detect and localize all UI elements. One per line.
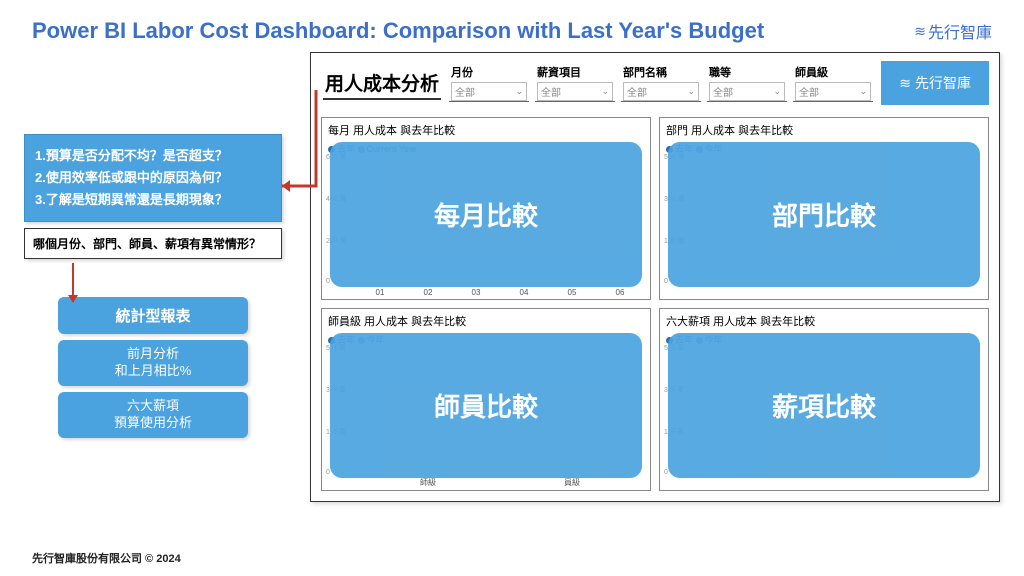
- arrow-down-icon: [72, 263, 74, 297]
- filter-0[interactable]: 月份全部⌄: [449, 64, 529, 102]
- panel-title: 用人成本分析: [323, 67, 441, 100]
- brand-button-icon: ≋: [899, 75, 911, 92]
- chevron-down-icon: ⌄: [687, 86, 695, 97]
- chart-title: 師員級 用人成本 與去年比較: [322, 309, 650, 333]
- chart-overlay-label: 薪項比較: [668, 333, 980, 478]
- filter-label: 部門名稱: [623, 64, 699, 80]
- chart-item[interactable]: 六大薪項 用人成本 與去年比較去年 今年5 千萬3 千萬1 千萬0薪項比較: [659, 308, 989, 491]
- chevron-down-icon: ⌄: [859, 86, 867, 97]
- prev-month-line2: 和上月相比%: [58, 363, 248, 380]
- report-type-button[interactable]: 統計型報表: [58, 297, 248, 334]
- filter-select[interactable]: 全部⌄: [451, 82, 527, 101]
- filter-label: 職等: [709, 64, 785, 80]
- filter-2[interactable]: 部門名稱全部⌄: [621, 64, 701, 102]
- question-3: 3.了解是短期異常還是長期現象？: [35, 189, 271, 211]
- filter-1[interactable]: 薪資項目全部⌄: [535, 64, 615, 102]
- footer-copyright: 先行智庫股份有限公司 © 2024: [32, 550, 181, 566]
- questions-box: 1.預算是否分配不均？是否超支？ 2.使用效率低或跟中的原因為何？ 3.了解是短…: [24, 134, 282, 222]
- brand-logo: ≋ 先行智庫: [914, 19, 992, 43]
- filter-3[interactable]: 職等全部⌄: [707, 64, 787, 102]
- filter-bar: 月份全部⌄薪資項目全部⌄部門名稱全部⌄職等全部⌄師員級全部⌄: [449, 64, 873, 102]
- chart-xaxis: 010203040506: [356, 288, 644, 297]
- chevron-down-icon: ⌄: [515, 86, 523, 97]
- filter-select[interactable]: 全部⌄: [537, 82, 613, 101]
- filter-label: 師員級: [795, 64, 871, 80]
- panel-header: 用人成本分析 月份全部⌄薪資項目全部⌄部門名稱全部⌄職等全部⌄師員級全部⌄ ≋ …: [311, 53, 999, 117]
- chart-dept[interactable]: 部門 用人成本 與去年比較去年 今年500 萬300 萬100 萬0部門比較: [659, 117, 989, 300]
- chevron-down-icon: ⌄: [773, 86, 781, 97]
- left-column: 1.預算是否分配不均？是否超支？ 2.使用效率低或跟中的原因為何？ 3.了解是短…: [24, 52, 294, 502]
- filter-label: 薪資項目: [537, 64, 613, 80]
- logo-text: 先行智庫: [928, 19, 992, 43]
- six-salary-line2: 預算使用分析: [58, 415, 248, 432]
- header: Power BI Labor Cost Dashboard: Compariso…: [0, 0, 1024, 52]
- question-2: 2.使用效率低或跟中的原因為何？: [35, 167, 271, 189]
- prev-month-line1: 前月分析: [58, 346, 248, 363]
- question-1: 1.預算是否分配不均？是否超支？: [35, 145, 271, 167]
- six-salary-line1: 六大薪項: [58, 398, 248, 415]
- prev-month-analysis-button[interactable]: 前月分析 和上月相比%: [58, 340, 248, 386]
- chart-title: 六大薪項 用人成本 與去年比較: [660, 309, 988, 333]
- filter-select[interactable]: 全部⌄: [709, 82, 785, 101]
- chart-title: 部門 用人成本 與去年比較: [660, 118, 988, 142]
- filter-4[interactable]: 師員級全部⌄: [793, 64, 873, 102]
- chart-monthly[interactable]: 每月 用人成本 與去年比較去年 Current Year600 萬400 萬20…: [321, 117, 651, 300]
- brand-button-label: 先行智庫: [915, 73, 971, 93]
- filter-label: 月份: [451, 64, 527, 80]
- logo-icon: ≋: [914, 23, 924, 40]
- filter-select[interactable]: 全部⌄: [795, 82, 871, 101]
- sub-question-box: 哪個月份、部門、師員、薪項有異常情形？: [24, 228, 282, 259]
- chevron-down-icon: ⌄: [601, 86, 609, 97]
- chart-overlay-label: 師員比較: [330, 333, 642, 478]
- filter-select[interactable]: 全部⌄: [623, 82, 699, 101]
- chart-title: 每月 用人成本 與去年比較: [322, 118, 650, 142]
- main-layout: 1.預算是否分配不均？是否超支？ 2.使用效率低或跟中的原因為何？ 3.了解是短…: [0, 52, 1024, 502]
- page-title: Power BI Labor Cost Dashboard: Compariso…: [32, 18, 764, 44]
- chart-overlay-label: 部門比較: [668, 142, 980, 287]
- dashboard-panel: 用人成本分析 月份全部⌄薪資項目全部⌄部門名稱全部⌄職等全部⌄師員級全部⌄ ≋ …: [310, 52, 1000, 502]
- brand-button[interactable]: ≋ 先行智庫: [881, 61, 989, 105]
- chart-xaxis: 師級員級: [356, 477, 644, 488]
- chart-staff[interactable]: 師員級 用人成本 與去年比較去年 今年5 千萬3 千萬1 千萬0師級員級師員比較: [321, 308, 651, 491]
- six-salary-button[interactable]: 六大薪項 預算使用分析: [58, 392, 248, 438]
- charts-grid: 每月 用人成本 與去年比較去年 Current Year600 萬400 萬20…: [311, 117, 999, 501]
- chart-overlay-label: 每月比較: [330, 142, 642, 287]
